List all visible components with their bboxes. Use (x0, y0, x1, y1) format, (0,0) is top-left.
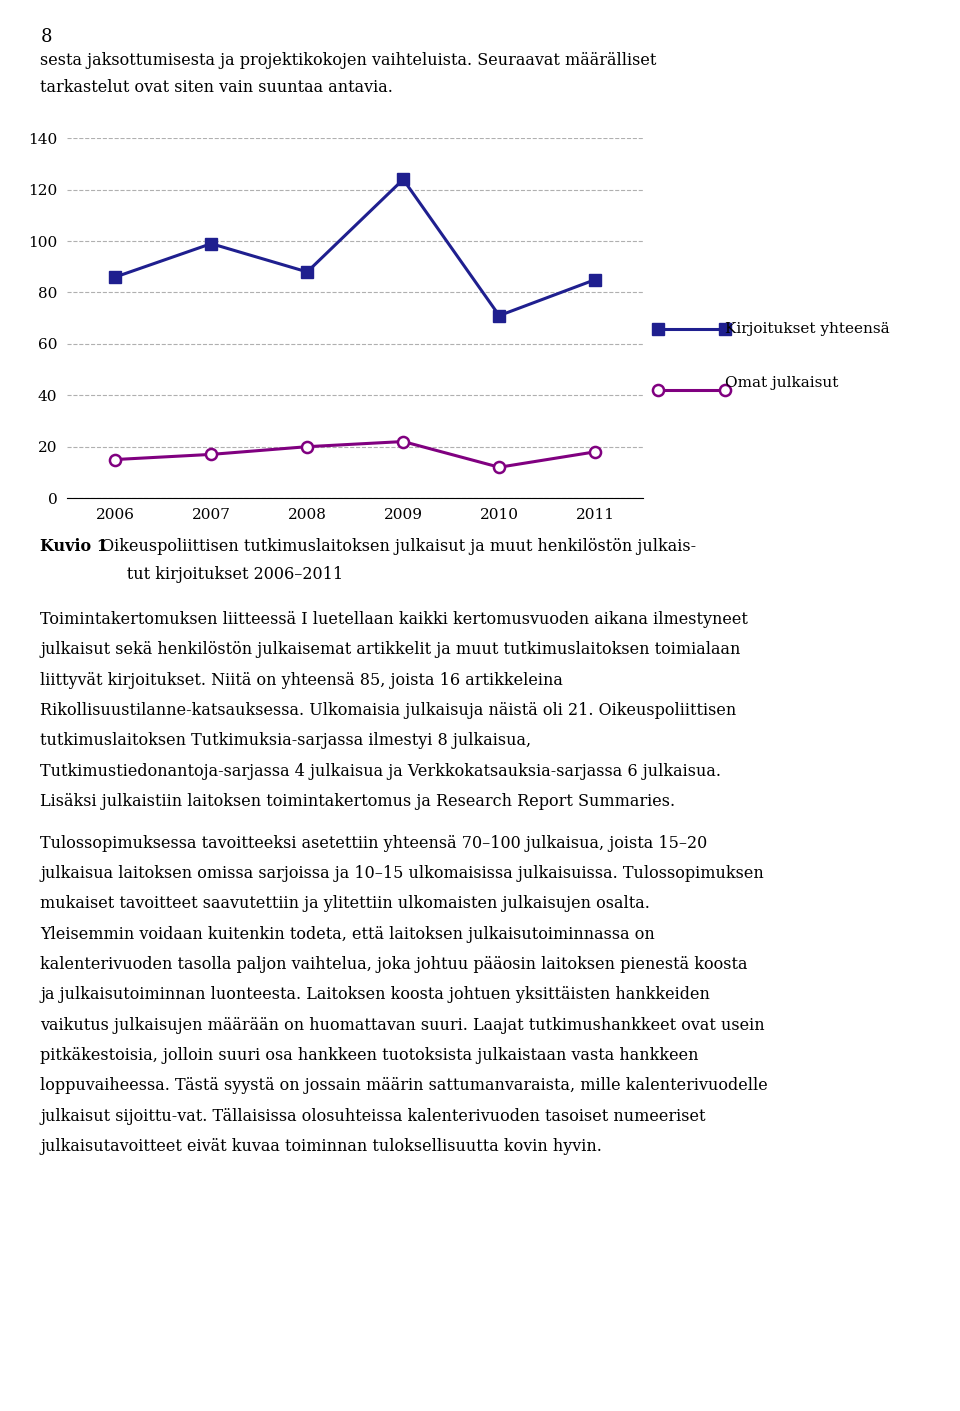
Text: tut kirjoitukset 2006–2011: tut kirjoitukset 2006–2011 (96, 566, 343, 583)
Text: tarkastelut ovat siten vain suuntaa antavia.: tarkastelut ovat siten vain suuntaa anta… (40, 79, 394, 96)
Text: Omat julkaisut: Omat julkaisut (725, 375, 838, 389)
Text: kalenterivuoden tasolla paljon vaihtelua, joka johtuu pääosin laitoksen pienestä: kalenterivuoden tasolla paljon vaihtelua… (40, 957, 748, 974)
Text: Kirjoitukset yhteensä: Kirjoitukset yhteensä (725, 322, 889, 336)
Text: Lisäksi julkaistiin laitoksen toimintakertomus ja Research Report Summaries.: Lisäksi julkaistiin laitoksen toimintake… (40, 793, 676, 810)
Text: julkaisutavoitteet eivät kuvaa toiminnan tuloksellisuutta kovin hyvin.: julkaisutavoitteet eivät kuvaa toiminnan… (40, 1139, 602, 1156)
Text: vaikutus julkaisujen määrään on huomattavan suuri. Laajat tutkimushankkeet ovat : vaikutus julkaisujen määrään on huomatta… (40, 1017, 765, 1034)
Text: 8: 8 (40, 28, 52, 47)
Text: Tulossopimuksessa tavoitteeksi asetettiin yhteensä 70–100 julkaisua, joista 15–2: Tulossopimuksessa tavoitteeksi asetettii… (40, 834, 708, 852)
Text: julkaisua laitoksen omissa sarjoissa ja 10–15 ulkomaisissa julkaisuissa. Tulosso: julkaisua laitoksen omissa sarjoissa ja … (40, 865, 764, 882)
Text: pitkäkestoisia, jolloin suuri osa hankkeen tuotoksista julkaistaan vasta hankkee: pitkäkestoisia, jolloin suuri osa hankke… (40, 1047, 699, 1064)
Text: Tutkimustiedonantoja-sarjassa 4 julkaisua ja Verkkokatsauksia-sarjassa 6 julkais: Tutkimustiedonantoja-sarjassa 4 julkaisu… (40, 762, 721, 780)
Text: julkaisut sijoittu-vat. Tällaisissa olosuhteissa kalenterivuoden tasoiset numeer: julkaisut sijoittu-vat. Tällaisissa olos… (40, 1108, 706, 1125)
Text: ja julkaisutoiminnan luonteesta. Laitoksen koosta johtuen yksittäisten hankkeide: ja julkaisutoiminnan luonteesta. Laitoks… (40, 986, 710, 1003)
Text: julkaisut sekä henkilöstön julkaisemat artikkelit ja muut tutkimuslaitoksen toim: julkaisut sekä henkilöstön julkaisemat a… (40, 641, 741, 659)
Text: Kuvio 1: Kuvio 1 (40, 538, 108, 555)
Text: loppuvaiheessa. Tästä syystä on jossain määrin sattumanvaraista, mille kalenteri: loppuvaiheessa. Tästä syystä on jossain … (40, 1078, 768, 1095)
Text: tutkimuslaitoksen Tutkimuksia-sarjassa ilmestyi 8 julkaisua,: tutkimuslaitoksen Tutkimuksia-sarjassa i… (40, 732, 532, 749)
Text: Oikeuspoliittisen tutkimuslaitoksen julkaisut ja muut henkilöstön julkais-: Oikeuspoliittisen tutkimuslaitoksen julk… (96, 538, 696, 555)
Text: sesta jaksottumisesta ja projektikokojen vaihteluista. Seuraavat määrälliset: sesta jaksottumisesta ja projektikokojen… (40, 52, 657, 69)
Text: Toimintakertomuksen liitteessä I luetellaan kaikki kertomusvuoden aikana ilmesty: Toimintakertomuksen liitteessä I luetell… (40, 611, 748, 628)
Text: Rikollisuustilanne-katsauksessa. Ulkomaisia julkaisuja näistä oli 21. Oikeuspoli: Rikollisuustilanne-katsauksessa. Ulkomai… (40, 701, 736, 720)
Text: mukaiset tavoitteet saavutettiin ja ylitettiin ulkomaisten julkaisujen osalta.: mukaiset tavoitteet saavutettiin ja ylit… (40, 896, 650, 913)
Text: Yleisemmin voidaan kuitenkin todeta, että laitoksen julkaisutoiminnassa on: Yleisemmin voidaan kuitenkin todeta, ett… (40, 926, 655, 943)
Text: liittyvät kirjoitukset. Niitä on yhteensä 85, joista 16 artikkeleina: liittyvät kirjoitukset. Niitä on yhteens… (40, 672, 564, 689)
